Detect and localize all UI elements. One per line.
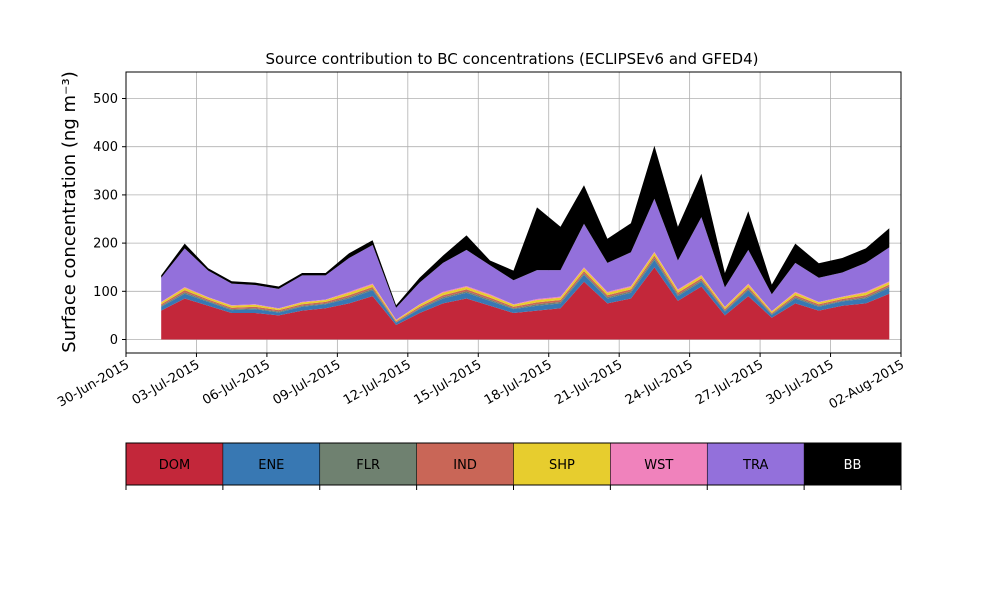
y-tick-label: 300 [93, 188, 118, 203]
x-tick-label: 21-Jul-2015 [552, 357, 625, 408]
legend-swatch-wst [610, 443, 708, 485]
legend-label-dom: DOM [159, 458, 190, 473]
x-tick-label: 30-Jul-2015 [764, 357, 837, 408]
legend-label-wst: WST [644, 458, 673, 473]
x-tick-label: 15-Jul-2015 [411, 357, 484, 408]
x-tick-label: 03-Jul-2015 [130, 357, 203, 408]
y-tick-label: 200 [93, 237, 118, 252]
legend-swatch-dom [126, 443, 223, 485]
y-axis-label: Surface concentration (ng m⁻³) [59, 71, 80, 353]
legend-swatch-shp [513, 443, 611, 485]
y-tick-label: 0 [110, 333, 118, 348]
legend-label-ene: ENE [258, 458, 284, 473]
y-tick-label: 400 [93, 140, 118, 155]
legend-swatch-ene [222, 443, 320, 485]
y-tick-label: 500 [93, 92, 118, 107]
x-tick-label: 02-Aug-2015 [827, 357, 907, 412]
plot-frame [125, 71, 902, 354]
area-tra [161, 198, 890, 320]
legend-swatch-tra [707, 443, 805, 485]
legend-label-bb: BB [844, 458, 862, 473]
legend-label-ind: IND [453, 458, 477, 473]
legend-label-tra: TRA [742, 458, 768, 473]
x-tick-label: 18-Jul-2015 [482, 357, 555, 408]
y-tick-label: 100 [93, 285, 118, 300]
x-tick-label: 24-Jul-2015 [623, 357, 696, 408]
chart-title: Source contribution to BC concentrations… [265, 50, 758, 68]
x-tick-label: 06-Jul-2015 [200, 357, 273, 408]
area-bb [161, 145, 890, 308]
legend-colorbar: DOM ENE FLR IND SHP WST TRA BB [125, 442, 902, 490]
legend-swatch-bb [804, 443, 901, 485]
x-tick-label: 12-Jul-2015 [341, 357, 414, 408]
legend-label-flr: FLR [356, 458, 380, 473]
x-tick-label: 27-Jul-2015 [693, 357, 766, 408]
legend-label-shp: SHP [549, 458, 575, 473]
x-axis: 30-Jun-201503-Jul-201506-Jul-201509-Jul-… [55, 353, 907, 413]
legend-swatch-flr [319, 443, 417, 485]
area-dom [161, 267, 890, 340]
stacked-areas [161, 145, 890, 340]
legend-swatch-ind [416, 443, 514, 485]
x-tick-label: 30-Jun-2015 [55, 357, 132, 410]
x-tick-label: 09-Jul-2015 [271, 357, 344, 408]
y-axis: 0 100 200 300 400 500 [93, 92, 126, 348]
